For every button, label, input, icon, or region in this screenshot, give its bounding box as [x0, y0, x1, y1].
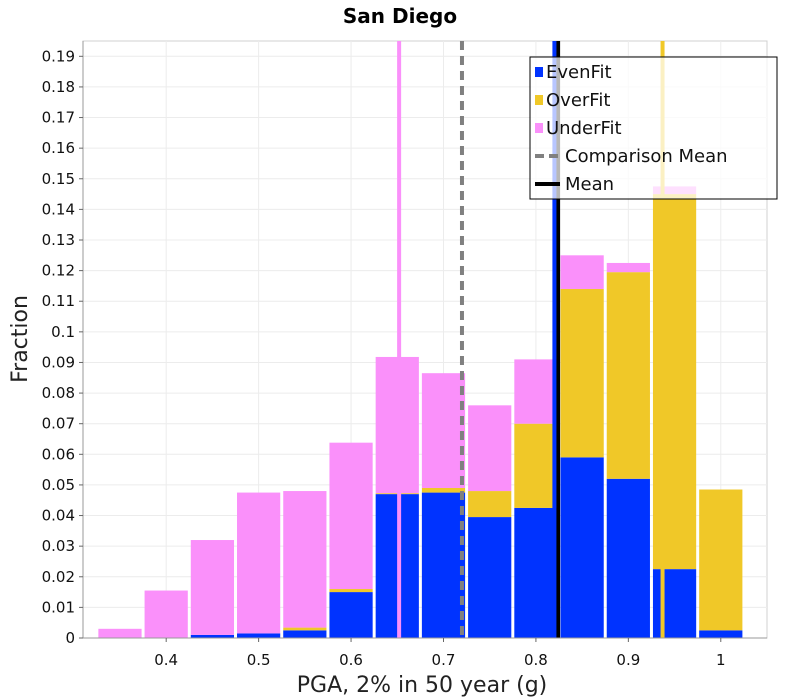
x-tick-label: 0.9: [616, 651, 640, 669]
bar-overfit: [468, 491, 511, 517]
x-axis-label: PGA, 2% in 50 year (g): [297, 673, 548, 698]
bar-evenfit: [514, 508, 557, 638]
bar-overfit: [561, 289, 604, 457]
y-tick-label: 0.13: [42, 231, 75, 249]
bar-underfit: [329, 443, 372, 589]
bar-evenfit: [422, 493, 465, 638]
y-tick-label: 0.05: [42, 476, 75, 494]
y-tick-label: 0.06: [42, 445, 75, 463]
legend: EvenFit OverFit UnderFit Comparison Mean Mea…: [530, 57, 777, 199]
x-tick-label: 0.4: [154, 651, 178, 669]
bar-underfit: [514, 359, 557, 423]
legend-label-underfit: UnderFit: [546, 118, 622, 139]
y-tick-label: 0.18: [42, 78, 75, 96]
bar-evenfit: [329, 592, 372, 638]
y-tick-label: 0.12: [42, 262, 75, 280]
y-tick-label: 0: [65, 629, 75, 647]
bar-evenfit: [561, 457, 604, 638]
bar-overfit: [607, 272, 650, 479]
y-tick-label: 0.01: [42, 598, 75, 616]
bar-evenfit: [468, 517, 511, 638]
y-axis-label: Fraction: [8, 295, 33, 383]
chart-title: San Diego: [343, 4, 457, 28]
y-tick-label: 0.17: [42, 109, 75, 127]
legend-label-overfit: OverFit: [546, 90, 610, 111]
bar-evenfit: [607, 479, 650, 638]
y-tick-label: 0.09: [42, 353, 75, 371]
bar-overfit: [699, 490, 742, 631]
bar-evenfit: [699, 630, 742, 638]
x-tick-label: 0.8: [524, 651, 548, 669]
x-tick-label: 0.5: [247, 651, 271, 669]
bar-underfit: [283, 491, 326, 628]
x-ticks: 0.4 0.5 0.6 0.7 0.8 0.9 1: [154, 638, 725, 669]
y-tick-label: 0.04: [42, 507, 75, 525]
legend-swatch-evenfit: [535, 67, 543, 77]
bar-evenfit: [237, 633, 280, 638]
y-tick-label: 0.08: [42, 384, 75, 402]
y-tick-label: 0.15: [42, 170, 75, 188]
legend-label-comparison-mean: Comparison Mean: [565, 146, 728, 167]
legend-label-mean: Mean: [565, 174, 614, 195]
y-tick-label: 0.16: [42, 139, 75, 157]
bar-evenfit: [653, 569, 696, 638]
legend-swatch-underfit: [535, 123, 543, 133]
bar-underfit: [191, 540, 234, 635]
y-tick-label: 0.07: [42, 415, 75, 433]
bar-underfit: [468, 405, 511, 491]
y-tick-label: 0.1: [51, 323, 75, 341]
bar-underfit: [607, 263, 650, 272]
bar-overfit: [514, 424, 557, 508]
bar-overfit: [283, 628, 326, 631]
y-tick-label: 0.19: [42, 47, 75, 65]
bar-overfit: [329, 589, 372, 592]
y-tick-label: 0.11: [42, 292, 75, 310]
legend-swatch-overfit: [535, 95, 543, 105]
y-tick-label: 0.02: [42, 568, 75, 586]
x-tick-label: 0.6: [339, 651, 363, 669]
x-tick-label: 1: [716, 651, 726, 669]
y-tick-label: 0.14: [42, 200, 75, 218]
bar-overfit: [653, 194, 696, 569]
histogram-chart: San Diego PGA, 2% in 50 year (g) Fractio…: [0, 0, 800, 700]
y-tick-label: 0.03: [42, 537, 75, 555]
legend-label-evenfit: EvenFit: [546, 62, 612, 83]
bar-underfit: [422, 373, 465, 488]
bar-underfit: [145, 591, 188, 638]
bar-underfit: [561, 255, 604, 289]
bar-evenfit: [283, 630, 326, 638]
bar-underfit: [98, 629, 141, 638]
x-tick-label: 0.7: [432, 651, 456, 669]
bar-overfit: [422, 488, 465, 493]
y-ticks: 0 0.01 0.02 0.03 0.04 0.05 0.06 0.07 0.08 0.09 0.1…: [42, 47, 83, 647]
bar-underfit: [237, 493, 280, 634]
